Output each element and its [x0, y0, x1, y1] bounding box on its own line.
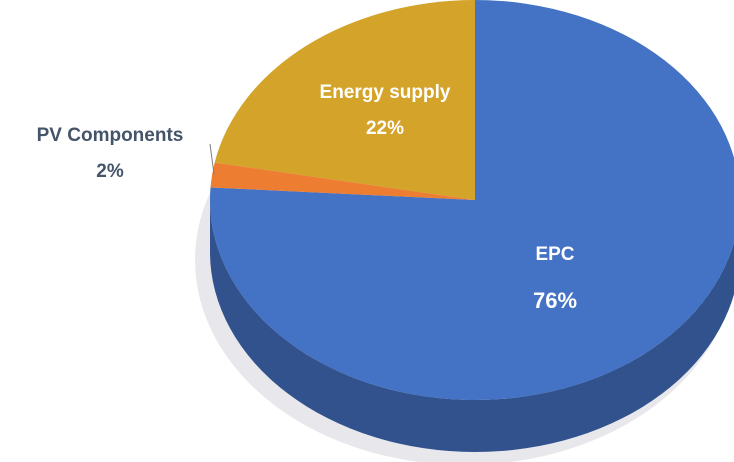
slice — [210, 162, 475, 200]
slice-value: 22% — [366, 118, 404, 139]
slice-label: EPC — [535, 244, 574, 265]
slice-value: 2% — [96, 161, 124, 182]
slice — [214, 0, 475, 200]
leader-line — [209, 143, 215, 175]
slice-label: Energy supply — [320, 82, 451, 103]
slice — [210, 0, 734, 400]
slice-value: 76% — [533, 288, 577, 313]
slice-label: PV Components — [37, 125, 184, 146]
slice-side — [210, 200, 734, 452]
